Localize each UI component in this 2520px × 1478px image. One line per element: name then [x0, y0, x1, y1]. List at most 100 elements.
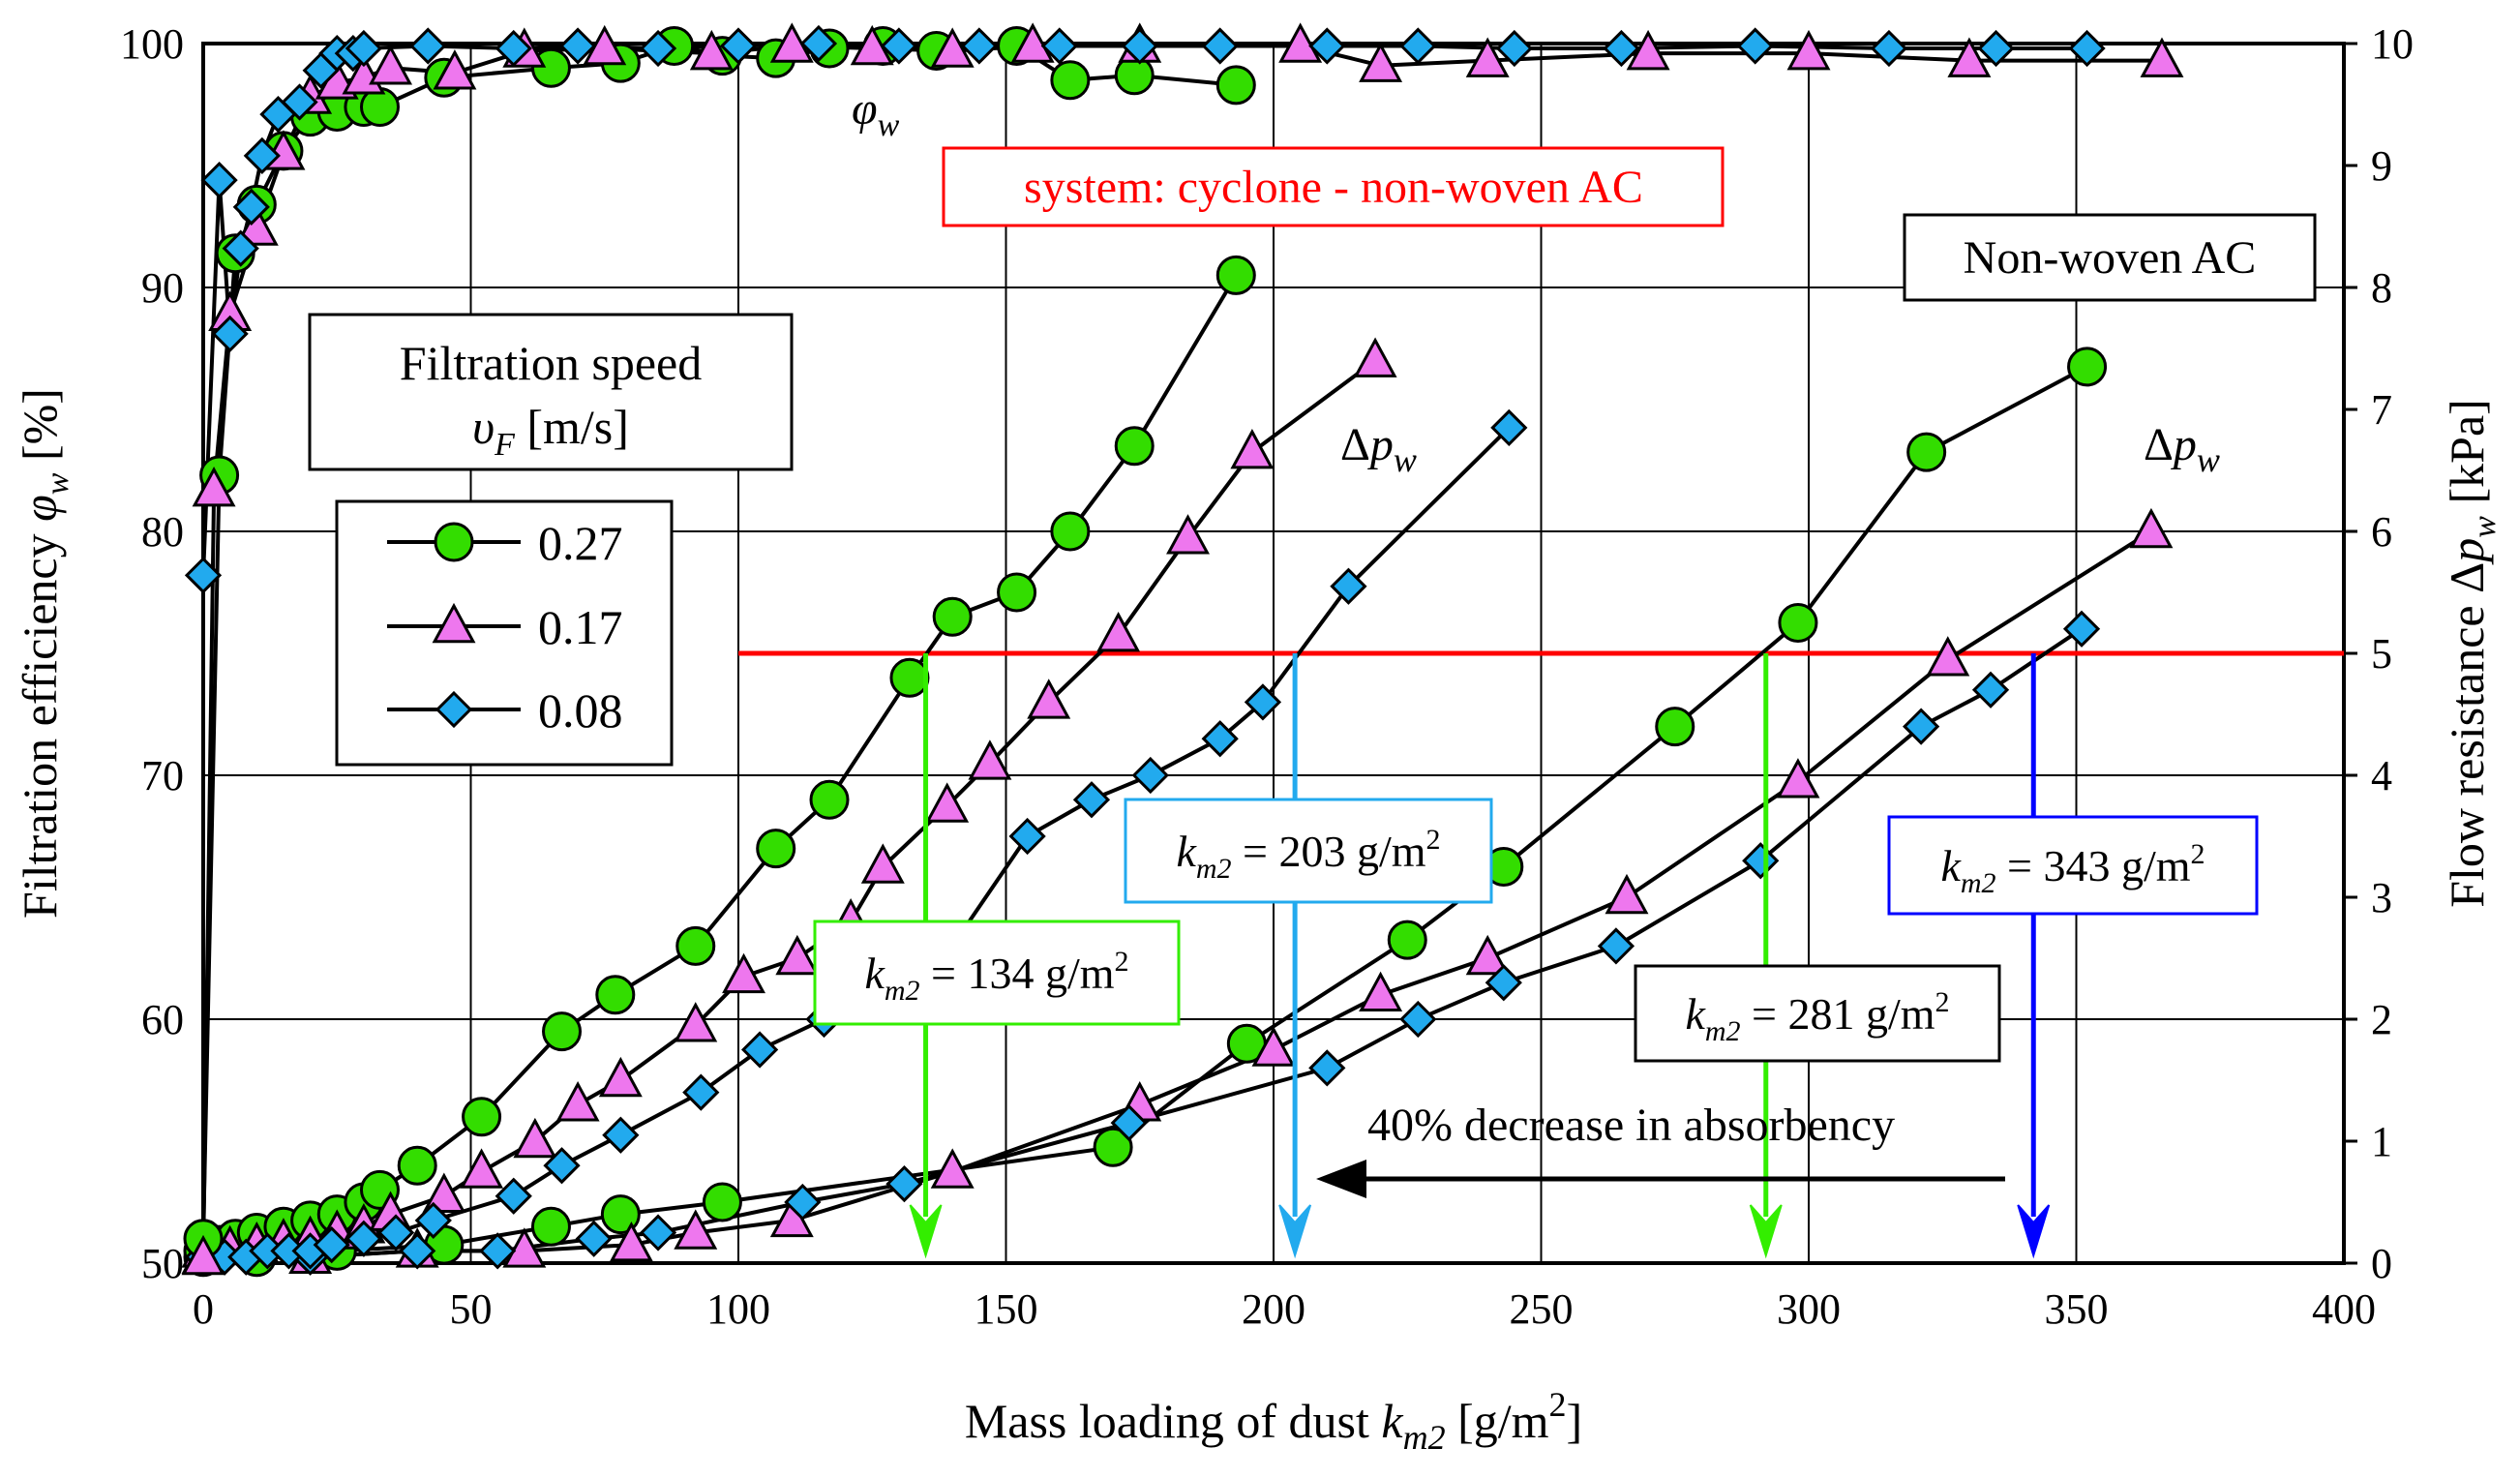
pressure-nonwoven-point-0.08 — [1485, 964, 1522, 1002]
pressure-system-point-0.17 — [722, 952, 766, 994]
pressure-nonwoven-point-0.17 — [1605, 873, 1649, 915]
pressure-nonwoven-point-0.17 — [930, 1148, 975, 1189]
efficiency-point-0.08 — [200, 161, 238, 199]
pressure-system-point-0.27 — [1050, 511, 1091, 552]
dp-w-label-2: Δpw — [2144, 419, 2220, 479]
pressure-system-point-0.27 — [542, 1011, 583, 1052]
series-markers — [181, 22, 2184, 1278]
efficiency-point-0.08 — [639, 29, 677, 68]
efficiency-point-0.08 — [880, 27, 918, 65]
pressure-system-point-0.17 — [968, 739, 1012, 780]
k-box-frame — [1124, 798, 1493, 904]
pressure-system-point-0.27 — [397, 1145, 437, 1186]
y-left-tick-label: 50 — [141, 1240, 184, 1287]
pressure-system-point-0.08 — [414, 1201, 452, 1240]
efficiency-point-0.08 — [211, 315, 249, 353]
pressure-system-point-0.08 — [1201, 720, 1239, 758]
efficiency-point-0.17 — [369, 45, 413, 85]
y-right-tick-label: 8 — [2371, 264, 2392, 312]
pressure-nonwoven-point-0.08 — [1399, 1000, 1437, 1039]
axis-ticks: 0 50 100 150 200 250 300 350 4005060708090100012… — [120, 20, 2414, 1333]
efficiency-point-0.08 — [281, 83, 318, 121]
legend-title-box — [308, 313, 794, 471]
pressure-system-point-0.27 — [756, 829, 796, 869]
efficiency-point-0.08 — [1870, 29, 1908, 68]
pressure-nonwoven-point-0.27 — [2067, 347, 2108, 387]
k-arrow-head — [2017, 1204, 2051, 1259]
pressure-nonwoven-point-0.17 — [1465, 934, 1510, 976]
x-tick-label: 400 — [2312, 1285, 2376, 1333]
y-left-tick-label: 70 — [141, 752, 184, 799]
efficiency-point-0.17 — [234, 205, 279, 246]
efficiency-point-0.08 — [1977, 29, 2015, 68]
efficiency-point-0.08 — [558, 27, 597, 65]
efficiency-point-0.08 — [232, 188, 270, 226]
x-tick-label: 350 — [2045, 1285, 2109, 1333]
efficiency-point-0.17 — [689, 29, 734, 71]
legend-marker-0.17 — [432, 602, 476, 644]
legend-label: 0.08 — [538, 683, 623, 738]
efficiency-point-0.17 — [2140, 37, 2184, 77]
y-left-tick-label: 90 — [141, 264, 184, 312]
pressure-nonwoven-point-0.17 — [502, 1227, 547, 1268]
efficiency-point-0.08 — [799, 24, 838, 63]
pressure-system-point-0.17 — [1027, 679, 1071, 719]
pressure-nonwoven-point-0.08 — [639, 1214, 677, 1252]
pressure-system-point-0.17 — [513, 1117, 557, 1159]
legend-label: 0.17 — [538, 600, 623, 654]
efficiency-point-0.17 — [1359, 42, 1403, 82]
pressure-system-point-0.17 — [598, 1056, 643, 1098]
y-right-tick-label: 1 — [2371, 1118, 2392, 1165]
pressure-nonwoven-point-0.27 — [1093, 1127, 1133, 1167]
k-arrow-head — [1749, 1204, 1783, 1259]
pressure-nonwoven-point-0.08 — [479, 1232, 517, 1270]
k-box-text: km2 = 203 g/m2 — [1176, 824, 1440, 885]
efficiency-point-0.27 — [530, 47, 571, 88]
pressure-nonwoven-point-0.08 — [2062, 610, 2101, 648]
pressure-nonwoven-point-0.08 — [1903, 708, 1940, 745]
k-arrow-head — [909, 1204, 943, 1259]
pressure-system-point-0.08 — [313, 1225, 350, 1264]
efficiency-point-0.17 — [1786, 29, 1831, 71]
pressure-nonwoven-point-0.27 — [1778, 603, 1818, 643]
pressure-nonwoven-point-0.17 — [2129, 507, 2174, 549]
efficiency-point-0.17 — [1465, 37, 1510, 77]
y-right-tick-label: 3 — [2371, 874, 2392, 921]
pressure-system-point-0.17 — [674, 1002, 718, 1042]
pressure-system-point-0.27 — [462, 1097, 502, 1137]
x-axis-label: Mass loading of dust km2 [g/m2] — [965, 1385, 1582, 1457]
svg-text:Non-woven AC: Non-woven AC — [1964, 232, 2257, 284]
pressure-system-point-0.27 — [595, 975, 636, 1015]
pressure-system-point-0.27 — [675, 925, 716, 966]
x-tick-label: 0 — [193, 1285, 214, 1333]
svg-text:system: cyclone - non-woven AC: system: cyclone - non-woven AC — [1024, 162, 1643, 213]
efficiency-point-0.08 — [2068, 29, 2106, 68]
y-right-tick-label: 0 — [2371, 1240, 2392, 1287]
k-box-text: km2 = 343 g/m2 — [1940, 838, 2205, 899]
pressure-system-point-0.08 — [1490, 408, 1528, 447]
efficiency-point-0.08 — [1399, 27, 1437, 65]
pressure-system-point-0.17 — [860, 843, 905, 884]
pressure-system-point-0.17 — [422, 1172, 466, 1213]
pressure-nonwoven-point-0.27 — [1655, 707, 1695, 747]
pressure-system-point-0.17 — [460, 1148, 504, 1189]
pressure-nonwoven-point-0.08 — [1308, 1049, 1346, 1087]
pressure-nonwoven-point-0.08 — [399, 1232, 436, 1270]
legend-title-2: υF [m/s] — [472, 400, 629, 463]
pressure-nonwoven-point-0.27 — [702, 1182, 742, 1222]
pressure-nonwoven-point-0.27 — [1387, 920, 1427, 960]
efficiency-point-0.08 — [719, 27, 758, 65]
pressure-nonwoven-point-0.08 — [885, 1164, 923, 1203]
pressure-system-point-0.27 — [809, 779, 850, 820]
k-boxes: km2 = 134 g/m2 km2 = 203 g/m2 km2 = 281 g/… — [813, 798, 2259, 1063]
efficiency-point-0.08 — [1121, 27, 1158, 65]
efficiency-point-0.08 — [1603, 29, 1640, 68]
pressure-nonwoven-point-0.17 — [674, 1209, 718, 1250]
efficiency-point-0.17 — [1010, 22, 1055, 63]
efficiency-point-0.08 — [243, 136, 281, 175]
pressure-nonwoven-point-0.27 — [530, 1206, 571, 1247]
phi-w-label: φw — [852, 83, 900, 143]
y-axis-left-label: Filtration efficiency φw [%] — [13, 388, 75, 919]
pressure-system-point-0.17 — [555, 1081, 600, 1122]
pressure-system-point-0.08 — [740, 1031, 779, 1069]
